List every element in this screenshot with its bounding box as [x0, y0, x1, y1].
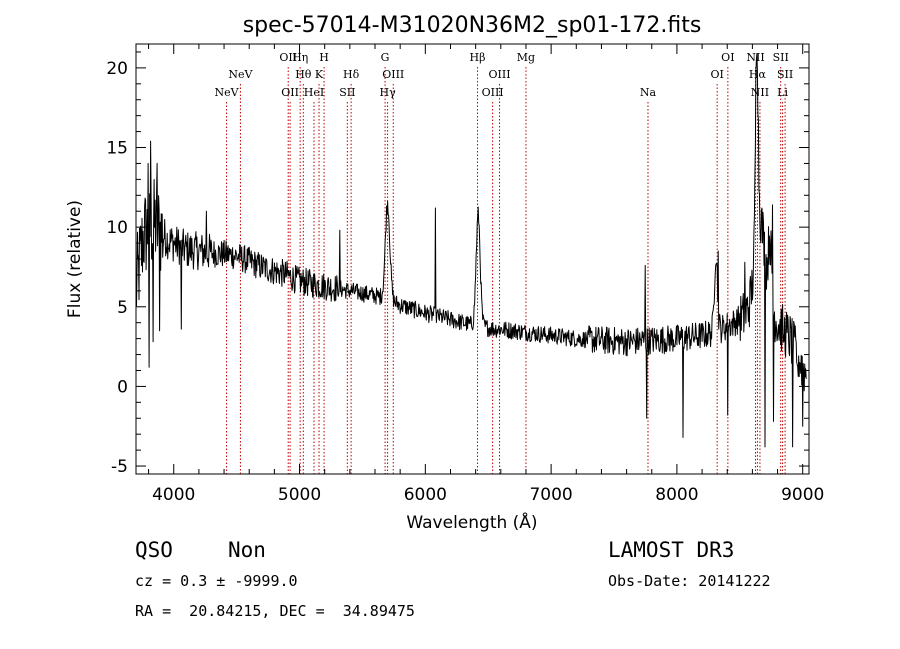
x-tick-label: 9000 — [781, 485, 824, 505]
line-marker-label: NeV — [228, 68, 253, 81]
line-marker-label: Mg — [517, 51, 535, 64]
line-marker-label: OI — [710, 68, 723, 81]
line-marker-label: Li — [777, 86, 788, 99]
obs-date: Obs-Date: 20141222 — [608, 572, 771, 590]
line-marker-label: NII — [746, 51, 764, 64]
line-marker-label: HeI — [304, 86, 324, 99]
line-marker-label: SII — [777, 68, 793, 81]
line-marker-label: OIII — [482, 86, 504, 99]
y-tick-label: -5 — [111, 457, 128, 477]
line-marker-label: Hδ — [343, 68, 360, 81]
spectrum-line — [135, 53, 807, 448]
line-marker-label: Hγ — [380, 86, 397, 99]
line-marker-label: Hβ — [470, 51, 486, 64]
y-tick-label: 5 — [117, 298, 128, 318]
y-tick-label: 0 — [117, 377, 128, 397]
y-tick-label: 10 — [106, 218, 128, 238]
x-tick-label: 4000 — [152, 485, 195, 505]
axis-ticks: 4000 5000 6000 7000 8000 9000 -5 0 5 10 15 20 — [106, 44, 824, 505]
line-marker-label: NII — [751, 86, 769, 99]
line-marker-label: OII — [279, 51, 297, 64]
y-tick-label: 20 — [106, 59, 128, 79]
line-marker-label: Na — [640, 86, 657, 99]
line-marker-label: OI — [721, 51, 734, 64]
y-tick-label: 15 — [106, 139, 128, 159]
object-class: QSO — [135, 538, 173, 562]
x-tick-label: 6000 — [404, 485, 447, 505]
line-marker-label: G — [381, 51, 390, 64]
line-marker-label: SII — [773, 51, 789, 64]
line-marker-label: OII — [281, 86, 299, 99]
y-axis-label: Flux (relative) — [65, 200, 85, 318]
line-marker-label: OIII — [382, 68, 404, 81]
survey-name: LAMOST DR3 — [608, 538, 735, 562]
chart-title: spec-57014-M31020N36M2_sp01-172.fits — [243, 13, 702, 38]
line-marker-label: Hη — [292, 51, 308, 64]
redshift-cz: cz = 0.3 ± -9999.0 — [135, 572, 298, 590]
x-axis-label: Wavelength (Å) — [406, 511, 537, 533]
sky-coordinates: RA = 20.84215, DEC = 34.89475 — [135, 602, 415, 620]
line-marker-label: SII — [339, 86, 355, 99]
line-marker-label: Hθ — [295, 68, 312, 81]
line-marker-label: OIII — [489, 68, 511, 81]
x-tick-label: 8000 — [655, 485, 698, 505]
line-markers: NeVNeVOIIOIIHηHθHeIKHSIIHδGHγOIIIHβOIIIO… — [215, 51, 793, 474]
line-marker-label: H — [319, 51, 329, 64]
object-subclass: Non — [228, 538, 266, 562]
line-marker-label: NeV — [215, 86, 240, 99]
x-tick-label: 7000 — [529, 485, 572, 505]
line-marker-label: K — [315, 68, 324, 81]
x-tick-label: 5000 — [278, 485, 321, 505]
